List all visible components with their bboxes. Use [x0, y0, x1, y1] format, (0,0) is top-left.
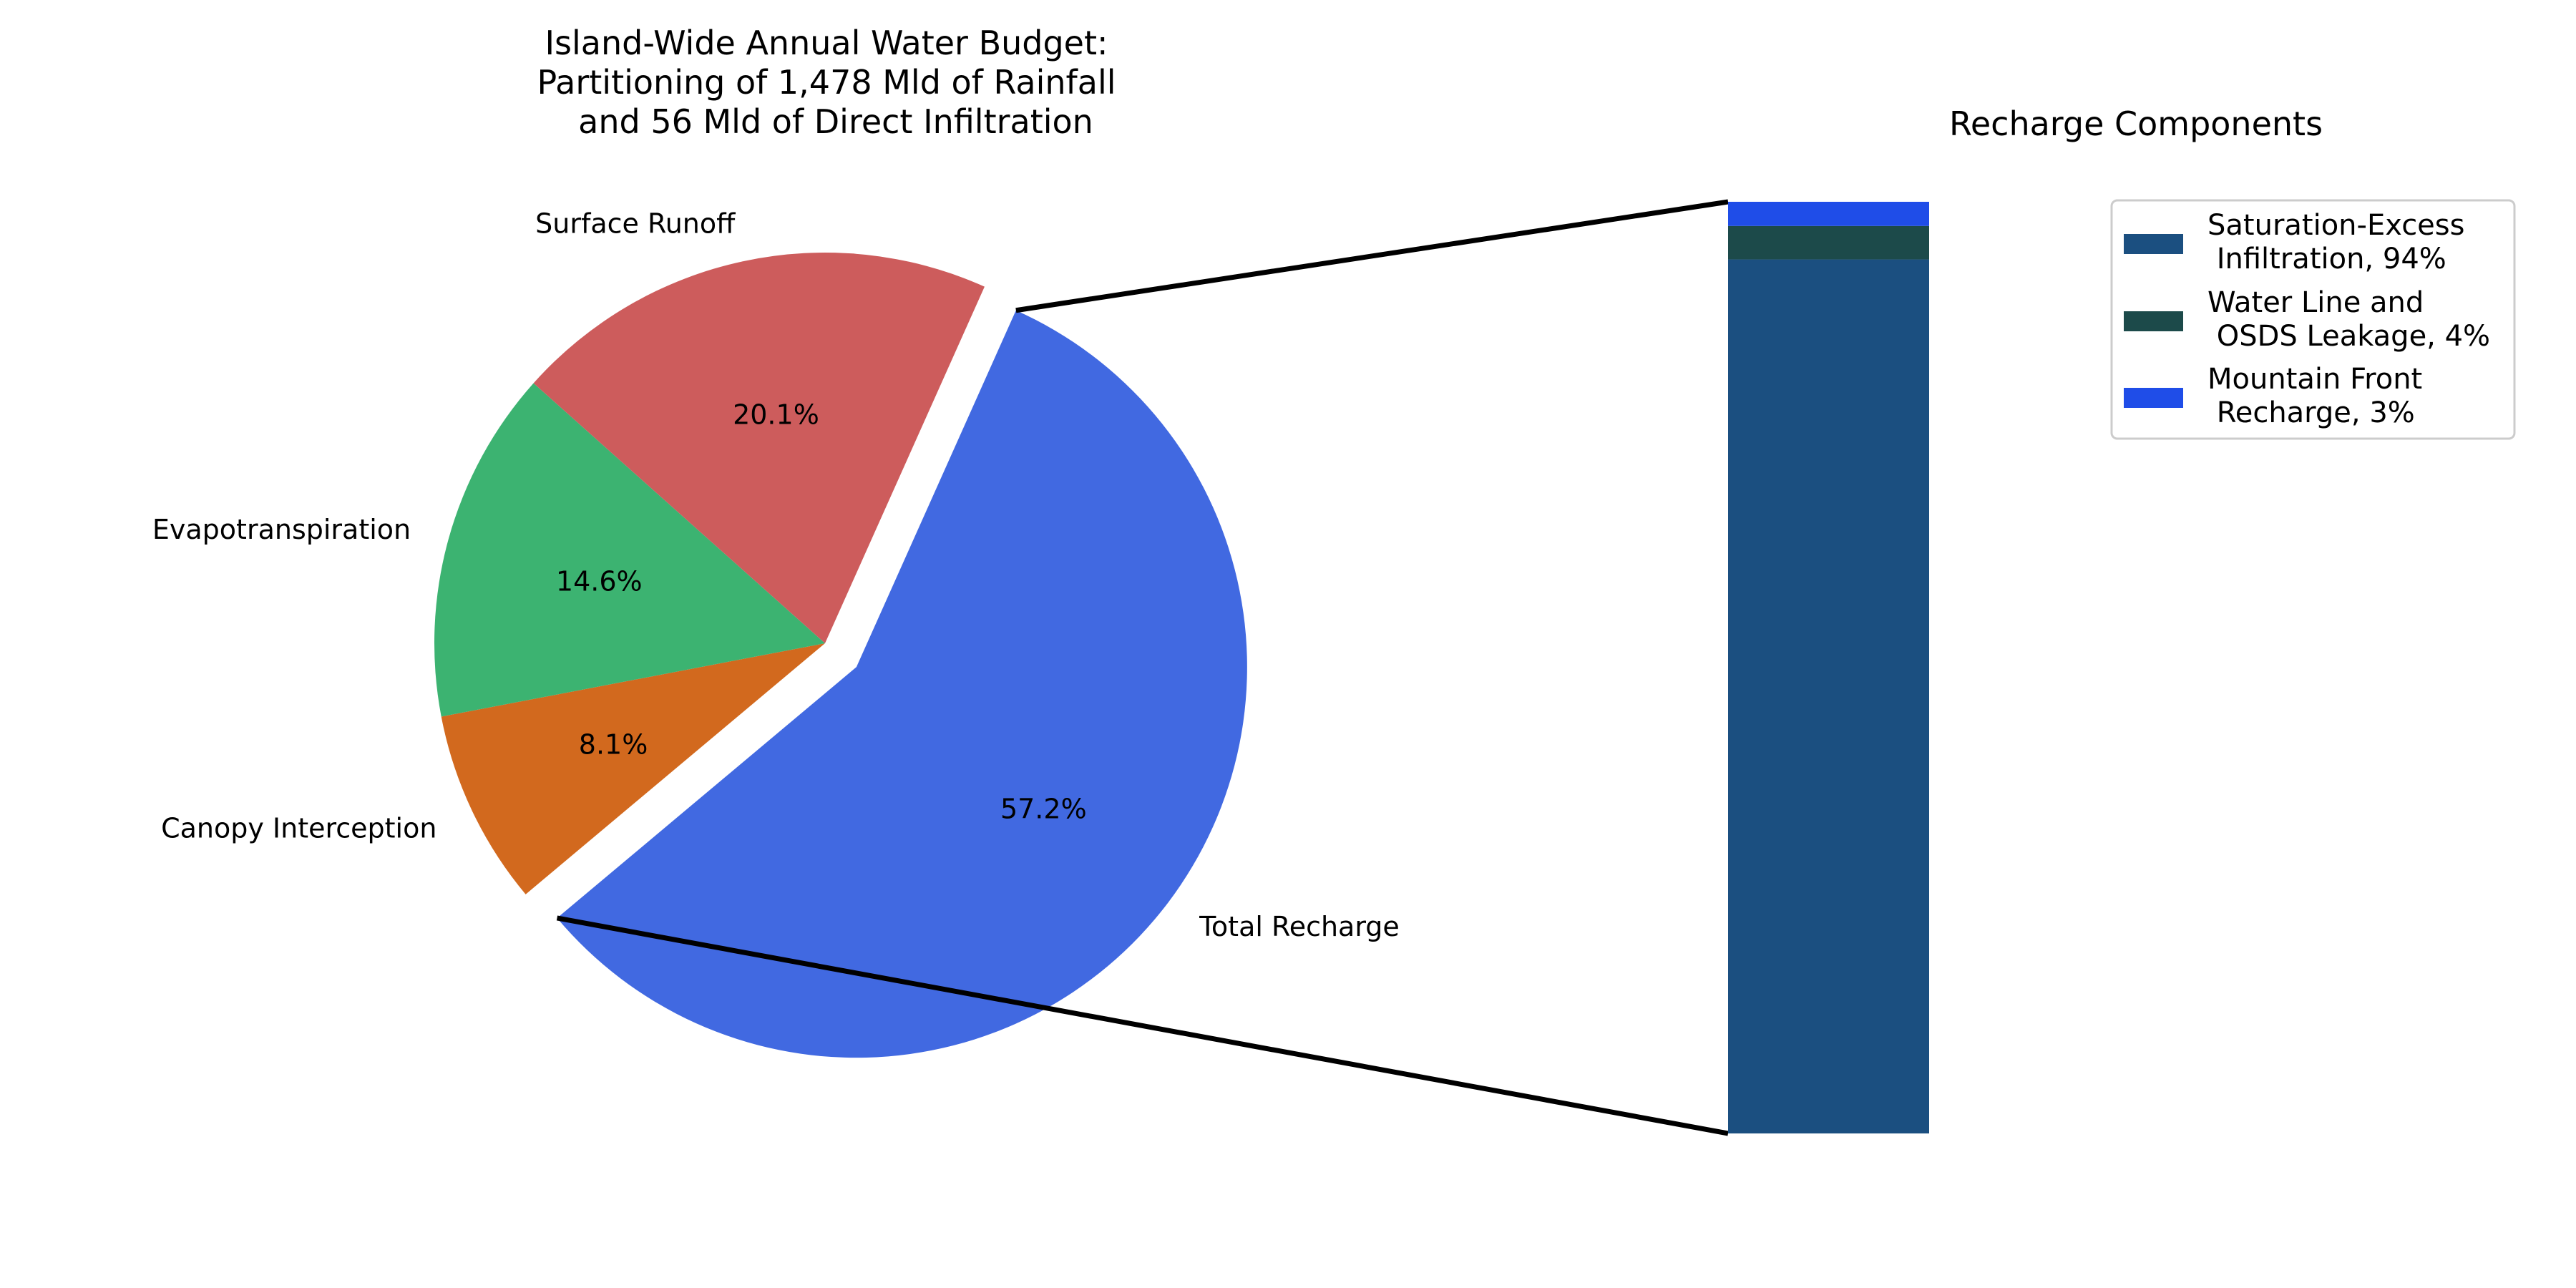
legend-entry-line: OSDS Leakage, 4% [2207, 320, 2490, 353]
connector-lines [556, 199, 1729, 1136]
legend-entry-line: Infiltration, 94% [2207, 243, 2446, 275]
legend-entry-line: Mountain Front [2207, 363, 2422, 396]
bar-segment-water-line-and-osds-leakage [1728, 225, 1929, 260]
bar-segment-mountain-front-recharge [1728, 202, 1929, 226]
pie-title-line-3: and 56 Mld of Direct Infiltration [578, 102, 1093, 141]
pie-title-line-1: Island-Wide Annual Water Budget: [545, 24, 1108, 62]
legend-entry-line: Recharge, 3% [2207, 396, 2415, 429]
legend-swatch-saturation-excess-infiltration [2124, 234, 2183, 254]
legend-swatch-mountain-front-recharge [2124, 388, 2183, 408]
pie-label-evapotranspiration: Evapotranspiration [152, 514, 411, 545]
legend-frame [2110, 199, 2516, 440]
pie-label-total-recharge: Total Recharge [1199, 911, 1400, 942]
bar-segment-saturation-excess-infiltration [1728, 259, 1929, 1133]
pie-pct-label-surface-runoff: 20.1% [733, 399, 819, 431]
legend: Saturation-Excess Infiltration, 94% Water… [2110, 199, 2516, 440]
pie-label-canopy-interception: Canopy Interception [161, 813, 436, 844]
connector-line-top [1015, 199, 1729, 313]
pie-pct-label-evapotranspiration: 14.6% [556, 566, 643, 597]
pie-title-line-2: Partitioning of 1,478 Mld of Rainfall [537, 63, 1116, 102]
legend-entry-mountain-front-recharge: Mountain Front Recharge, 3% [2207, 363, 2422, 429]
pie-label-surface-runoff: Surface Runoff [535, 208, 736, 240]
pie-slice-total-recharge [557, 310, 1247, 1058]
legend-swatch-water-line-and-osds-leakage [2124, 311, 2183, 331]
pie-slice-evapotranspiration [434, 383, 825, 717]
bar-title: Recharge Components [1949, 104, 2323, 143]
pie-pct-label-total-recharge: 57.2% [1000, 794, 1087, 825]
pie-chart: 57.2% Total Recharge 8.1% Canopy Intercepti… [152, 208, 1400, 1058]
pie-pct-label-canopy-interception: 8.1% [579, 729, 648, 761]
legend-entry-water-line-and-osds-leakage: Water Line and OSDS Leakage, 4% [2207, 286, 2490, 353]
pie-slice-surface-runoff [533, 252, 985, 643]
legend-entry-line: Water Line and [2207, 286, 2424, 319]
legend-entry-line: Saturation-Excess [2207, 209, 2464, 242]
stacked-bar [1728, 202, 1929, 1133]
pie-slice-canopy-interception [441, 643, 825, 894]
legend-entry-saturation-excess-infiltration: Saturation-Excess Infiltration, 94% [2207, 209, 2464, 275]
connector-line-bottom [556, 915, 1729, 1136]
